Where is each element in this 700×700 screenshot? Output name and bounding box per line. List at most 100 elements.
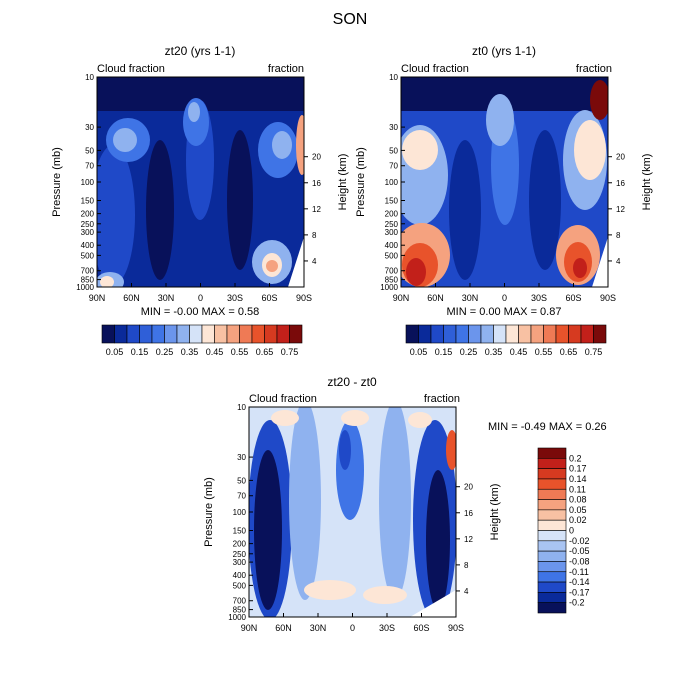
colorbar-label: 0.65: [560, 347, 578, 357]
y-tick-label: 70: [389, 162, 398, 171]
colorbar-box: [505, 324, 519, 344]
x-tick-label: 90S: [296, 293, 312, 303]
field-blob: [296, 115, 304, 175]
field-blob: [486, 94, 514, 146]
colorbar-box: [201, 324, 215, 344]
colorbar-box: [214, 324, 228, 344]
colorbar-label: 0.75: [585, 347, 603, 357]
x-tick-label: 90S: [600, 293, 616, 303]
x-tick-label: 30N: [462, 293, 479, 303]
x-tick-label: 60N: [275, 623, 292, 633]
colorbar-box: [176, 324, 190, 344]
field-blob: [188, 102, 200, 122]
y-tick-label: 700: [233, 597, 247, 606]
y-tick-label: 250: [233, 550, 247, 559]
cloud-fraction-label: Cloud fraction: [401, 63, 469, 75]
colorbar-label: 0.15: [131, 347, 149, 357]
terrain-mask: [410, 590, 456, 617]
colorbar-box: [537, 509, 567, 521]
colorbar-vertical: 0.20.170.140.110.080.050.020-0.02-0.05-0…: [537, 447, 590, 614]
colorbar-box: [239, 324, 253, 344]
y2-tick-label: 12: [616, 205, 625, 214]
y-axis-label: Pressure (mb): [51, 147, 63, 217]
y-tick-label: 70: [85, 162, 94, 171]
y-tick-label: 10: [237, 403, 246, 412]
colorbar-box: [530, 324, 544, 344]
y2-tick-label: 8: [616, 231, 621, 240]
terrain-mask: [592, 237, 608, 287]
colorbar-box: [276, 324, 290, 344]
y-tick-label: 200: [81, 210, 95, 219]
field-blob: [339, 430, 351, 470]
cloud-fraction-label: Cloud fraction: [97, 63, 165, 75]
y-tick-label: 50: [85, 146, 94, 155]
y2-tick-label: 16: [312, 179, 321, 188]
colorbar-box: [189, 324, 203, 344]
colorbar-box: [537, 550, 567, 562]
y-tick-label: 700: [385, 267, 399, 276]
y-tick-label: 10: [85, 73, 94, 82]
contour-field: [249, 407, 456, 617]
colorbar-label: 0: [569, 526, 574, 536]
field-blob: [113, 128, 137, 152]
x-tick-label: 90N: [241, 623, 258, 633]
x-tick-label: 60S: [565, 293, 581, 303]
fraction-label: fraction: [268, 63, 304, 75]
fraction-label: fraction: [424, 393, 460, 405]
colorbar-box: [101, 324, 115, 344]
panel-zt20: zt20 (yrs 1-1) Cloud fraction fraction P: [51, 44, 349, 318]
colorbar-label: -0.14: [569, 577, 590, 587]
field-blob: [406, 258, 426, 286]
colorbar-label: 0.2: [569, 453, 582, 463]
min-max-stats: MIN = 0.00 MAX = 0.87: [447, 306, 562, 318]
x-tick-label: 0: [198, 293, 203, 303]
colorbar-label: 0.55: [231, 347, 249, 357]
colorbar-box: [537, 447, 567, 459]
x-tick-label: 30S: [227, 293, 243, 303]
y-tick-label: 100: [81, 178, 95, 187]
y2-axis-label: Height (km): [337, 154, 349, 211]
x-tick-label: 60N: [427, 293, 444, 303]
y-tick-label: 30: [85, 123, 94, 132]
panel-axes: 90N 60N 30N 0 30S 60S 90S 10 30 50 70 100 150 2002503…: [380, 73, 625, 303]
field-blob: [363, 586, 407, 604]
panel-title: zt0 (yrs 1-1): [472, 44, 536, 58]
y-tick-label: 400: [385, 241, 399, 250]
x-tick-label: 90N: [89, 293, 106, 303]
colorbar-box: [518, 324, 532, 344]
colorbar-box: [537, 478, 567, 490]
field-blob: [574, 120, 606, 180]
field-blob: [590, 80, 608, 120]
min-max-stats: MIN = -0.00 MAX = 0.58: [141, 306, 260, 318]
field-blob: [304, 580, 356, 600]
y2-tick-label: 8: [312, 231, 317, 240]
colorbar-box: [537, 499, 567, 511]
colorbar-label: -0.05: [569, 546, 590, 556]
colorbar-box: [468, 324, 482, 344]
colorbar-box: [405, 324, 419, 344]
colorbar-label: -0.11: [569, 567, 589, 577]
terrain-mask: [288, 237, 304, 287]
colorbar-box: [537, 561, 567, 573]
field-blob: [402, 130, 438, 170]
field-blob: [446, 430, 456, 470]
colorbar-box: [493, 324, 507, 344]
y-tick-label: 50: [237, 476, 246, 485]
y2-tick-label: 20: [616, 153, 625, 162]
cloud-fraction-label: Cloud fraction: [249, 393, 317, 405]
fraction-label: fraction: [576, 63, 612, 75]
y2-tick-label: 16: [464, 509, 473, 518]
y2-axis-label: Height (km): [489, 484, 501, 541]
field-blob: [529, 130, 561, 270]
contour-field: [97, 77, 304, 287]
panel-difference: zt20 - zt0 Cloud fraction fraction Press…: [203, 375, 607, 618]
axis-ticks-layer: 90N 60N 30N 0 30S 60S 90S103050701001502002503…: [76, 73, 625, 633]
colorbar-label: 0.05: [106, 347, 124, 357]
field-blob: [379, 407, 411, 600]
field-blob: [272, 131, 292, 159]
y-tick-label: 850: [233, 606, 247, 615]
colorbar-box: [126, 324, 140, 344]
colorbar-box: [455, 324, 469, 344]
y-tick-label: 30: [389, 123, 398, 132]
